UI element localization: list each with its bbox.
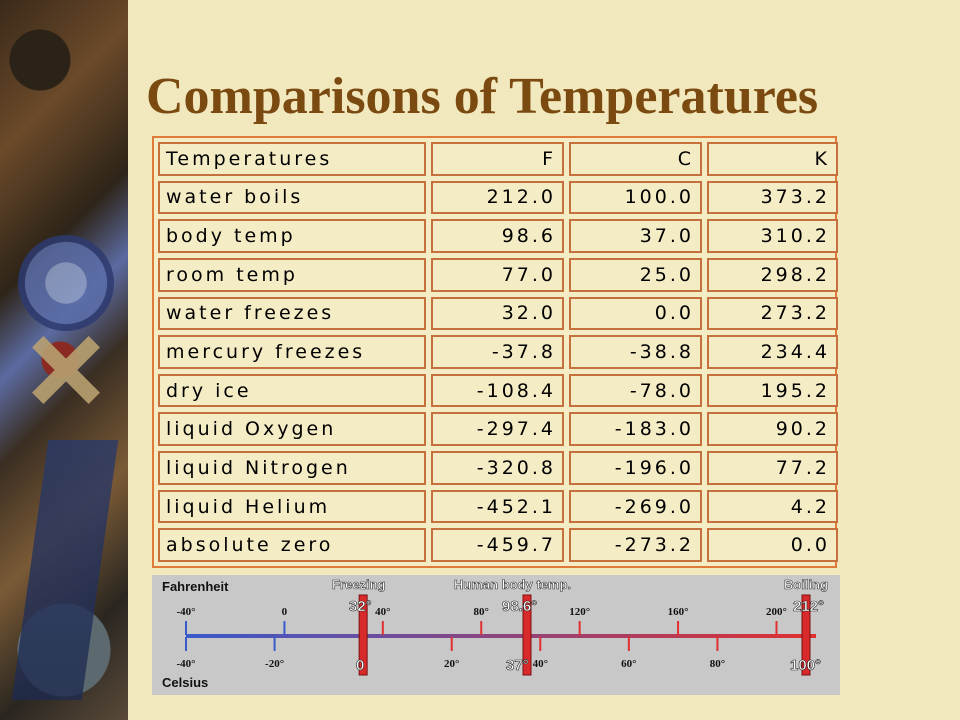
- celsius-tick-label: 40°: [533, 658, 548, 670]
- c-body-value: 37°: [506, 657, 529, 674]
- ribbon-image: [11, 440, 119, 700]
- celsius-label: Celsius: [162, 675, 208, 690]
- table-cell: 90.2: [707, 412, 838, 447]
- table-row-label: mercury freezes: [158, 335, 426, 369]
- thermometer-scale: Fahrenheit Celsius Freezing Human body t…: [152, 575, 840, 695]
- table-cell: 195.2: [707, 373, 838, 408]
- table-cell: -183.0: [569, 412, 702, 447]
- table-cell: -38.8: [569, 335, 702, 369]
- reference-markers: [358, 594, 811, 676]
- reference-marker-bar: [358, 594, 368, 676]
- celsius-tick-label: 80°: [710, 658, 725, 670]
- table-cell: -320.8: [431, 451, 564, 485]
- table-header-cell: F: [431, 142, 564, 176]
- f-body-value: 98.6°: [502, 598, 537, 615]
- table-row-label: body temp: [158, 219, 426, 253]
- body-temp-label: Human body temp.: [454, 577, 571, 592]
- fahrenheit-tick-label: 120°: [569, 606, 590, 618]
- table-cell: 0.0: [569, 296, 702, 331]
- celsius-ticks: -40° -20° 20° 40° 60° 80°: [176, 637, 725, 670]
- table-cell: 298.2: [707, 257, 838, 292]
- slide-title: Comparisons of Temperatures: [146, 68, 819, 125]
- f-boiling-value: 212°: [793, 598, 824, 615]
- fahrenheit-tick-label: 0: [282, 606, 288, 618]
- table-row-label: water boils: [158, 180, 426, 215]
- table-row-label: absolute zero: [158, 528, 426, 562]
- table-row-label: water freezes: [158, 296, 426, 331]
- table-row-label: room temp: [158, 257, 426, 292]
- reference-marker-bar: [522, 594, 532, 676]
- celsius-tick-label: 20°: [444, 658, 459, 670]
- c-freezing-value: 0: [356, 657, 364, 674]
- table-cell: 234.4: [707, 335, 838, 369]
- table-cell: 4.2: [707, 489, 838, 524]
- table-cell: 310.2: [707, 219, 838, 253]
- table-cell: -78.0: [569, 373, 702, 408]
- table-cell: -269.0: [569, 489, 702, 524]
- table-cell: 100.0: [569, 180, 702, 215]
- scale-line: [186, 634, 816, 638]
- table-row-label: dry ice: [158, 373, 426, 408]
- table-cell: -37.8: [431, 335, 564, 369]
- table-row-label: liquid Helium: [158, 489, 426, 524]
- table-row-label: liquid Oxygen: [158, 412, 426, 447]
- table-cell: 98.6: [431, 219, 564, 253]
- decorative-medal-strip: [0, 0, 128, 720]
- table-cell: 212.0: [431, 180, 564, 215]
- table-cell: -273.2: [569, 528, 702, 562]
- celsius-tick-label: -40°: [176, 658, 195, 670]
- table-cell: -108.4: [431, 373, 564, 408]
- fahrenheit-tick-label: -40°: [176, 606, 195, 618]
- table-cell: 77.2: [707, 451, 838, 485]
- table-cell: -196.0: [569, 451, 702, 485]
- table-cell: 25.0: [569, 257, 702, 292]
- c-boiling-value: 100°: [790, 657, 821, 674]
- table-cell: 37.0: [569, 219, 702, 253]
- table-header-cell: C: [569, 142, 702, 176]
- celsius-tick-label: 60°: [621, 658, 636, 670]
- table-cell: -297.4: [431, 412, 564, 447]
- f-freezing-value: 32°: [349, 598, 372, 615]
- scale-graphic: Fahrenheit Celsius Freezing Human body t…: [162, 577, 828, 690]
- reference-marker-bar: [801, 594, 811, 676]
- table-cell: 77.0: [431, 257, 564, 292]
- table-cell: 373.2: [707, 180, 838, 215]
- boiling-label: Boiling: [784, 577, 828, 592]
- fahrenheit-tick-label: 160°: [668, 606, 689, 618]
- cross-medal-image: [9, 313, 123, 427]
- fahrenheit-tick-label: 200°: [766, 606, 787, 618]
- fahrenheit-tick-label: 40°: [375, 606, 390, 618]
- fahrenheit-ticks: -40° 0 40° 80° 120° 160° 200°: [176, 606, 787, 635]
- table-cell: -452.1: [431, 489, 564, 524]
- fahrenheit-label: Fahrenheit: [162, 579, 229, 594]
- table-row-label: liquid Nitrogen: [158, 451, 426, 485]
- fahrenheit-tick-label: 80°: [474, 606, 489, 618]
- table-header-cell: K: [707, 142, 838, 176]
- table-cell: -459.7: [431, 528, 564, 562]
- celsius-tick-label: -20°: [265, 658, 284, 670]
- table-cell: 32.0: [431, 296, 564, 331]
- table-cell: 0.0: [707, 528, 838, 562]
- table-header-cell: Temperatures: [158, 142, 426, 176]
- table-cell: 273.2: [707, 296, 838, 331]
- freezing-label: Freezing: [332, 577, 386, 592]
